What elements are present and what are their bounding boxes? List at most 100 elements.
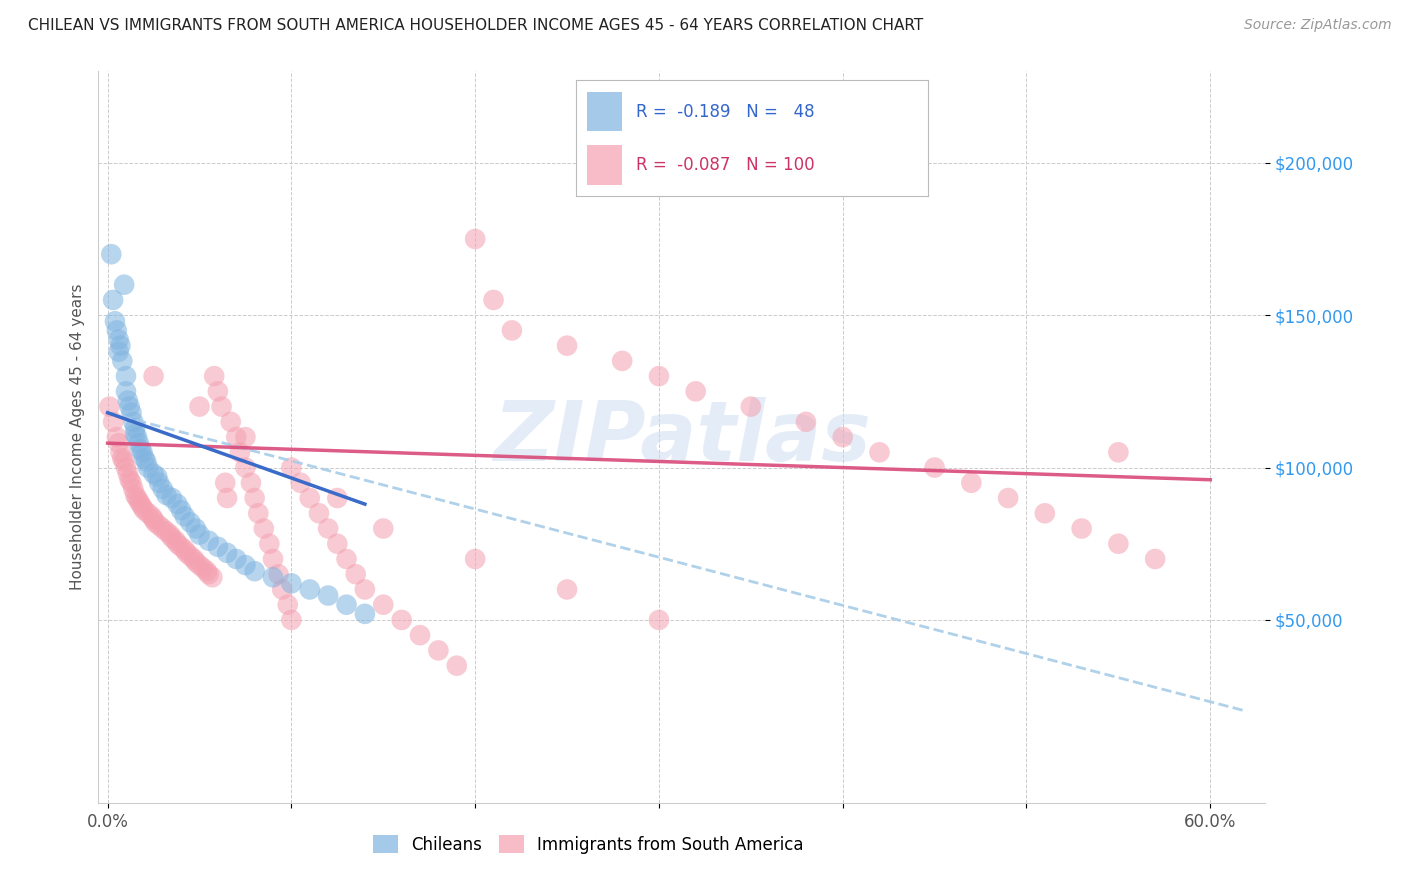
Point [464,232,486,246]
Point [100,247,122,261]
Point [225,552,247,566]
Point [111,354,134,368]
Point [121,406,143,420]
Point [555,582,578,597]
Point [225,430,247,444]
Point [326,491,349,505]
Text: R =  -0.087   N = 100: R = -0.087 N = 100 [636,156,815,174]
Point [960,475,983,490]
Point [326,537,349,551]
Point [997,491,1019,505]
Point [280,576,302,591]
Point [188,400,211,414]
Point [173,542,195,557]
Point [118,400,141,414]
Point [794,415,817,429]
Point [924,460,946,475]
Point [98,400,121,414]
Point [160,491,183,505]
Point [290,475,312,490]
Point [344,567,367,582]
Point [464,552,486,566]
Point [184,555,207,569]
Point [148,475,170,490]
Point [115,369,138,384]
Text: CHILEAN VS IMMIGRANTS FROM SOUTH AMERICA HOUSEHOLDER INCOME AGES 45 - 64 YEARS C: CHILEAN VS IMMIGRANTS FROM SOUTH AMERICA… [28,18,924,33]
Point [170,503,193,517]
Text: R =  -0.189   N =   48: R = -0.189 N = 48 [636,103,815,120]
Point [125,430,148,444]
Point [259,537,281,551]
Point [134,451,156,466]
Point [117,467,139,481]
Point [117,393,139,408]
Point [128,436,150,450]
Point [197,567,219,582]
Point [446,658,468,673]
Point [391,613,413,627]
Point [134,503,156,517]
Point [122,415,145,429]
Point [160,531,183,545]
Point [159,527,181,541]
Point [107,344,129,359]
Point [235,430,257,444]
Point [107,333,129,347]
Point [128,494,150,508]
Point [316,589,339,603]
Point [195,564,218,578]
Point [184,521,207,535]
Point [555,338,578,352]
Point [277,598,299,612]
Point [142,369,165,384]
Point [141,509,163,524]
Point [262,552,284,566]
Point [107,436,129,450]
Point [136,460,159,475]
Point [131,445,153,459]
Point [112,454,135,468]
Point [215,546,238,560]
Point [1070,521,1092,535]
Point [482,293,505,307]
Point [148,518,170,533]
Point [253,521,276,535]
Point [115,384,138,399]
Point [122,482,145,496]
Point [298,491,321,505]
Point [124,421,146,435]
Point [214,475,236,490]
Point [170,540,193,554]
Point [155,524,177,539]
Point [105,430,128,444]
Bar [586,145,621,185]
Text: ZIPatlas: ZIPatlas [494,397,870,477]
Point [179,549,201,563]
Point [101,293,124,307]
Point [409,628,432,642]
Point [125,491,148,505]
Point [129,442,152,457]
Point [262,570,284,584]
Text: Source: ZipAtlas.com: Source: ZipAtlas.com [1244,18,1392,32]
Point [105,323,128,337]
Point [111,451,134,466]
Point [155,488,177,502]
Point [267,567,290,582]
Point [104,314,127,328]
Point [373,521,395,535]
Point [207,540,229,554]
Point [201,570,224,584]
Point [183,552,205,566]
Point [131,500,153,515]
Point [202,369,225,384]
Point [152,521,174,535]
Point [124,488,146,502]
Point [188,558,211,573]
Point [648,613,671,627]
Point [335,552,357,566]
Point [685,384,707,399]
Point [135,454,157,468]
Point [373,598,395,612]
Point [152,482,174,496]
